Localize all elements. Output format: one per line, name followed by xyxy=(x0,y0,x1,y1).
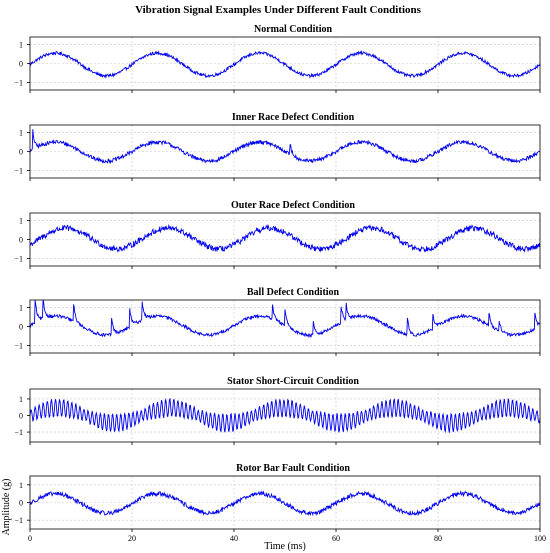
y-tick-label: −1 xyxy=(14,254,23,263)
x-tick-label: 20 xyxy=(128,534,136,543)
y-tick-label: −1 xyxy=(14,516,23,525)
x-tick-label: 0 xyxy=(28,534,32,543)
subplot-title: Stator Short-Circuit Condition xyxy=(227,376,359,387)
x-tick-label: 60 xyxy=(332,534,340,543)
subplot-5: Stator Short-Circuit Condition −1 0 1 xyxy=(14,376,541,445)
x-tick-label: 100 xyxy=(534,534,546,543)
x-tick-label: 40 xyxy=(230,534,238,543)
y-tick-label: −1 xyxy=(14,166,23,175)
signal-line xyxy=(29,299,541,338)
y-tick-label: 0 xyxy=(19,60,23,69)
y-tick-label: −1 xyxy=(14,78,23,87)
signal-line xyxy=(29,490,541,517)
signal-line xyxy=(29,397,541,434)
subplot-title: Rotor Bar Fault Condition xyxy=(236,463,350,474)
x-axis-label: Time (ms) xyxy=(264,541,306,552)
signal-line xyxy=(29,223,541,253)
y-tick-label: 1 xyxy=(19,129,23,138)
y-axis-label: Amplitude (g) xyxy=(1,479,12,536)
y-tick-label: −1 xyxy=(14,341,23,350)
subplot-title: Normal Condition xyxy=(254,24,333,35)
y-tick-label: 1 xyxy=(19,395,23,404)
subplot-2: Inner Race Defect Condition −1 0 1 xyxy=(14,112,541,181)
signal-line xyxy=(29,49,541,79)
y-tick-label: 0 xyxy=(19,148,23,157)
y-tick-label: −1 xyxy=(14,428,23,437)
subplot-title: Ball Defect Condition xyxy=(247,287,340,298)
x-tick-label: 80 xyxy=(434,534,442,543)
subplot-3: Outer Race Defect Condition −1 0 1 xyxy=(14,200,541,269)
subplot-title: Inner Race Defect Condition xyxy=(232,112,355,123)
y-tick-label: 1 xyxy=(19,304,23,313)
figure-suptitle: Vibration Signal Examples Under Differen… xyxy=(135,4,422,16)
y-tick-label: 0 xyxy=(19,236,23,245)
y-tick-label: 0 xyxy=(19,323,23,332)
y-tick-label: 0 xyxy=(19,499,23,508)
subplot-1: Normal Condition −1 0 1 xyxy=(14,24,541,93)
y-tick-label: 0 xyxy=(19,412,23,421)
y-tick-label: 1 xyxy=(19,481,23,490)
y-tick-label: 1 xyxy=(19,217,23,226)
subplot-4: Ball Defect Condition −1 0 1 xyxy=(14,287,541,356)
subplot-title: Outer Race Defect Condition xyxy=(231,200,355,211)
signal-line xyxy=(29,129,541,165)
y-tick-label: 1 xyxy=(19,41,23,50)
